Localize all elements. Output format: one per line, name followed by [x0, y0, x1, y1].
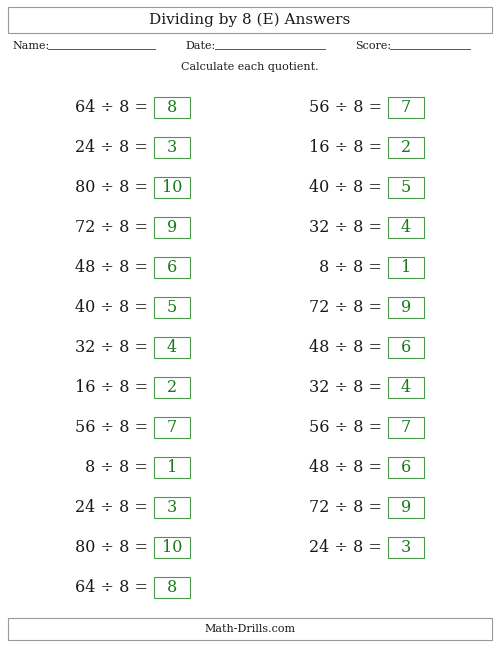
Text: 2: 2	[401, 138, 411, 155]
Text: Dividing by 8 (E) Answers: Dividing by 8 (E) Answers	[150, 13, 350, 27]
FancyBboxPatch shape	[154, 457, 190, 477]
Text: 9: 9	[401, 498, 411, 516]
Text: 24 ÷ 8 =: 24 ÷ 8 =	[75, 498, 148, 516]
Text: 72 ÷ 8 =: 72 ÷ 8 =	[309, 498, 382, 516]
Text: Score:: Score:	[355, 41, 391, 51]
Text: 6: 6	[401, 459, 411, 476]
FancyBboxPatch shape	[154, 336, 190, 358]
Text: 40 ÷ 8 =: 40 ÷ 8 =	[309, 179, 382, 195]
Text: 40 ÷ 8 =: 40 ÷ 8 =	[75, 298, 148, 316]
Text: 48 ÷ 8 =: 48 ÷ 8 =	[75, 259, 148, 276]
Text: 3: 3	[401, 538, 411, 556]
FancyBboxPatch shape	[388, 177, 424, 197]
FancyBboxPatch shape	[388, 256, 424, 278]
Text: 4: 4	[401, 219, 411, 236]
Text: 9: 9	[167, 219, 177, 236]
Text: 24 ÷ 8 =: 24 ÷ 8 =	[309, 538, 382, 556]
Text: 2: 2	[167, 378, 177, 395]
FancyBboxPatch shape	[388, 417, 424, 437]
Text: 5: 5	[401, 179, 411, 195]
Text: 6: 6	[167, 259, 177, 276]
Text: 4: 4	[401, 378, 411, 395]
Text: 7: 7	[401, 98, 411, 116]
Text: 24 ÷ 8 =: 24 ÷ 8 =	[75, 138, 148, 155]
FancyBboxPatch shape	[154, 377, 190, 397]
FancyBboxPatch shape	[388, 377, 424, 397]
FancyBboxPatch shape	[388, 457, 424, 477]
FancyBboxPatch shape	[154, 177, 190, 197]
Text: 7: 7	[167, 419, 177, 435]
Text: 9: 9	[401, 298, 411, 316]
Text: 72 ÷ 8 =: 72 ÷ 8 =	[309, 298, 382, 316]
FancyBboxPatch shape	[388, 137, 424, 157]
FancyBboxPatch shape	[154, 256, 190, 278]
Text: 4: 4	[167, 338, 177, 355]
Text: 16 ÷ 8 =: 16 ÷ 8 =	[309, 138, 382, 155]
FancyBboxPatch shape	[154, 96, 190, 118]
Text: 32 ÷ 8 =: 32 ÷ 8 =	[309, 378, 382, 395]
Text: 80 ÷ 8 =: 80 ÷ 8 =	[75, 538, 148, 556]
FancyBboxPatch shape	[8, 7, 492, 33]
FancyBboxPatch shape	[154, 536, 190, 558]
Text: Math-Drills.com: Math-Drills.com	[204, 624, 296, 634]
Text: 72 ÷ 8 =: 72 ÷ 8 =	[75, 219, 148, 236]
Text: 56 ÷ 8 =: 56 ÷ 8 =	[309, 419, 382, 435]
Text: 8 ÷ 8 =: 8 ÷ 8 =	[85, 459, 148, 476]
Text: 56 ÷ 8 =: 56 ÷ 8 =	[309, 98, 382, 116]
Text: 5: 5	[167, 298, 177, 316]
FancyBboxPatch shape	[388, 96, 424, 118]
Text: 8: 8	[167, 578, 177, 595]
Text: 8 ÷ 8 =: 8 ÷ 8 =	[319, 259, 382, 276]
FancyBboxPatch shape	[388, 536, 424, 558]
Text: 80 ÷ 8 =: 80 ÷ 8 =	[75, 179, 148, 195]
Text: 8: 8	[167, 98, 177, 116]
FancyBboxPatch shape	[154, 417, 190, 437]
FancyBboxPatch shape	[154, 576, 190, 597]
Text: 3: 3	[167, 498, 177, 516]
Text: 1: 1	[401, 259, 411, 276]
FancyBboxPatch shape	[388, 336, 424, 358]
Text: 7: 7	[401, 419, 411, 435]
Text: 10: 10	[162, 538, 182, 556]
FancyBboxPatch shape	[154, 296, 190, 318]
FancyBboxPatch shape	[8, 618, 492, 640]
FancyBboxPatch shape	[154, 496, 190, 518]
FancyBboxPatch shape	[154, 217, 190, 237]
FancyBboxPatch shape	[154, 137, 190, 157]
FancyBboxPatch shape	[388, 296, 424, 318]
Text: 32 ÷ 8 =: 32 ÷ 8 =	[309, 219, 382, 236]
Text: Calculate each quotient.: Calculate each quotient.	[181, 62, 319, 72]
Text: 3: 3	[167, 138, 177, 155]
Text: 6: 6	[401, 338, 411, 355]
FancyBboxPatch shape	[388, 217, 424, 237]
Text: 64 ÷ 8 =: 64 ÷ 8 =	[75, 578, 148, 595]
Text: 32 ÷ 8 =: 32 ÷ 8 =	[75, 338, 148, 355]
Text: 64 ÷ 8 =: 64 ÷ 8 =	[75, 98, 148, 116]
Text: 1: 1	[167, 459, 177, 476]
Text: 48 ÷ 8 =: 48 ÷ 8 =	[309, 338, 382, 355]
Text: 10: 10	[162, 179, 182, 195]
Text: 56 ÷ 8 =: 56 ÷ 8 =	[75, 419, 148, 435]
Text: 16 ÷ 8 =: 16 ÷ 8 =	[75, 378, 148, 395]
Text: Date:: Date:	[185, 41, 215, 51]
FancyBboxPatch shape	[388, 496, 424, 518]
Text: Name:: Name:	[12, 41, 49, 51]
Text: 48 ÷ 8 =: 48 ÷ 8 =	[309, 459, 382, 476]
